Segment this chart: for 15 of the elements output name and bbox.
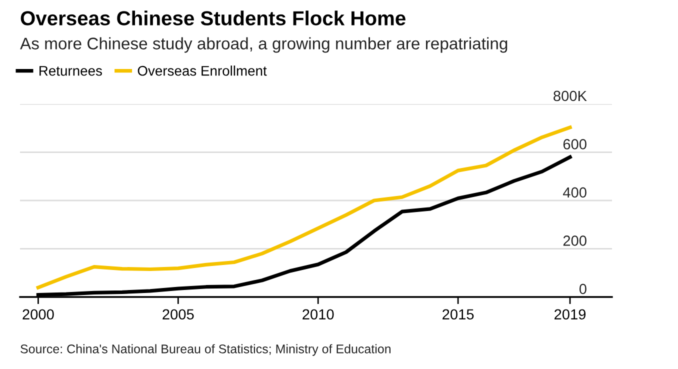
y-tick-label: 400 <box>563 187 586 198</box>
legend-label: Returnees <box>40 66 102 76</box>
source-note: Source: China's National Bureau of Statistics; Ministry of Education <box>20 344 390 356</box>
chart-subtitle: As more Chinese study abroad, a growing number are repatriating <box>20 37 508 53</box>
y-tick-label: 600 <box>563 139 586 150</box>
y-tick-label: 200 <box>563 236 586 246</box>
chart-title: Overseas Chinese Students Flock Home <box>20 10 406 26</box>
x-tick-label: 2005 <box>162 309 194 320</box>
x-tick-label: 2019 <box>554 309 586 320</box>
x-tick-label: 2015 <box>442 309 474 320</box>
x-tick-label: 2000 <box>22 309 54 320</box>
y-tick-label: 0 <box>579 284 586 294</box>
legend-label: Overseas Enrollment <box>138 66 267 76</box>
y-tick-label: 800K <box>554 90 587 102</box>
x-tick-label: 2010 <box>302 309 334 320</box>
